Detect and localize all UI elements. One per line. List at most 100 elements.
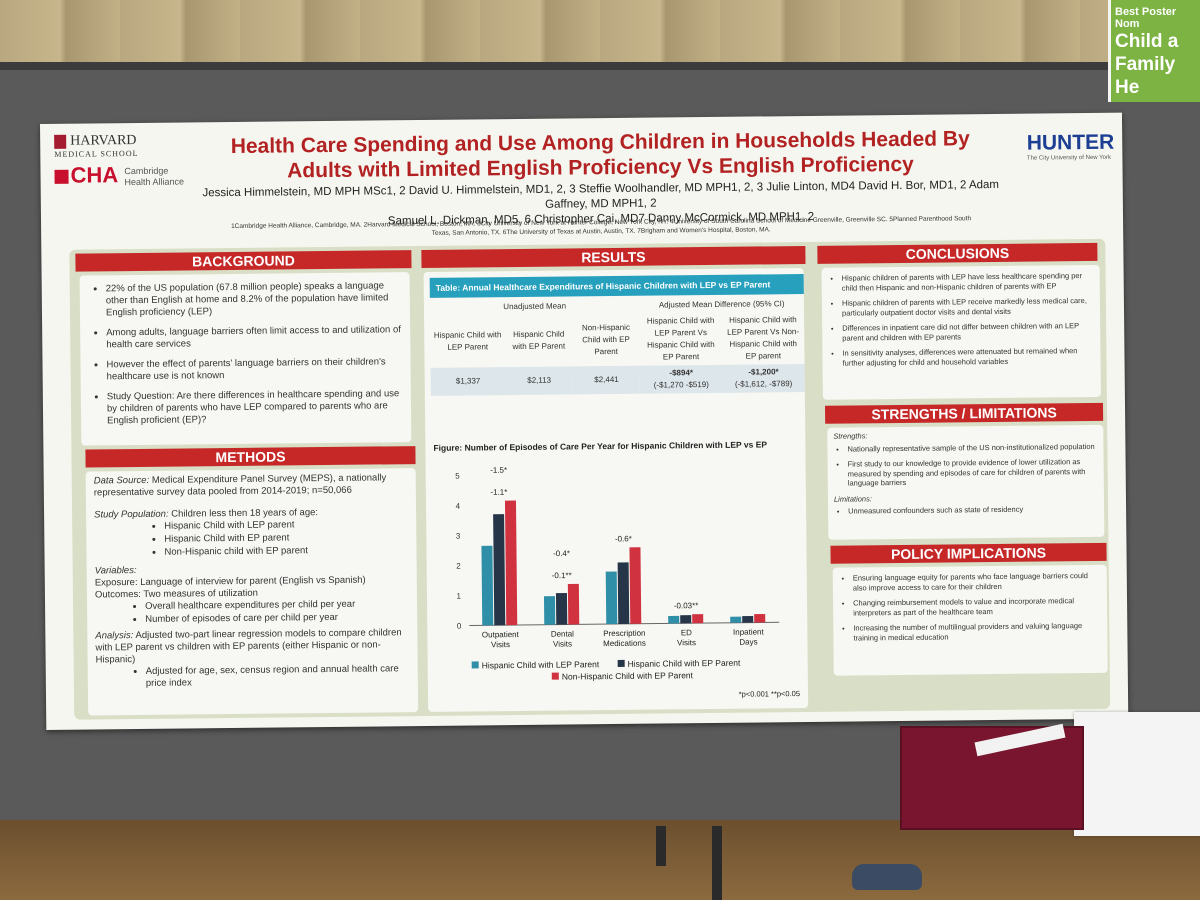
shield-icon [54, 134, 67, 149]
poster-body: BACKGROUND 22% of the US population (67.… [69, 238, 1111, 720]
data-source-label: Data Source: [93, 474, 150, 487]
chart-bar [754, 614, 766, 623]
table-cell: -$894* (-$1,270 -$519) [639, 364, 723, 394]
harvard-logo-text: HARVARD [70, 132, 137, 149]
methods-heading: METHODS [85, 446, 416, 468]
conclusion-item: Differences in inpatient care did not di… [842, 321, 1094, 343]
award-sign-line: Family He [1115, 54, 1176, 98]
population-item: Non-Hispanic child with EP parent [164, 544, 408, 559]
chart-bar [543, 596, 556, 625]
significance-footnote: *p<0.001 **p<0.05 [738, 689, 801, 699]
chart-legend: Hispanic Child with LEP Parent Hispanic … [471, 656, 792, 683]
award-sign: Best Poster Nom Child a Family He [1108, 0, 1200, 102]
harvard-logo: HARVARD MEDICAL SCHOOL [54, 132, 184, 159]
y-tick-label: 3 [456, 532, 461, 541]
legend-label: Non-Hispanic Child with EP Parent [561, 670, 694, 682]
visitor-shoe [852, 864, 922, 890]
background-card: 22% of the US population (67.8 million p… [79, 272, 412, 446]
strength-item: Nationally representative sample of the … [847, 441, 1097, 453]
y-tick-label: 4 [456, 502, 461, 511]
x-tick-label: Visits [491, 640, 510, 649]
board-leg [656, 826, 666, 866]
table-cell: -$1,200* (-$1,612, -$789) [722, 364, 805, 393]
strengths-card: Strengths: Nationally representative sam… [827, 424, 1105, 540]
legend-swatch [617, 659, 625, 667]
background-item: Among adults, language barriers often li… [106, 324, 402, 351]
policy-card: Ensuring language equity for parents who… [832, 564, 1108, 676]
population-item: Hispanic Child with LEP parent [164, 518, 408, 533]
chart-bar [692, 614, 704, 624]
table-column-header: Hispanic Child with LEP Parent Vs Hispan… [646, 315, 715, 362]
cha-sub-line: Health Alliance [124, 176, 185, 187]
methods-card: Data Source: Medical Expenditure Panel S… [85, 468, 419, 716]
significance-label: -1.1* [490, 488, 507, 497]
chart-bar [629, 547, 642, 624]
legend-label: Hispanic Child with LEP Parent [481, 659, 600, 671]
chart-bar [567, 583, 580, 625]
background-item: However the effect of parents' language … [106, 356, 402, 383]
significance-label: -0.03** [674, 601, 699, 610]
table-column-header: Hispanic Child with LEP Parent [433, 330, 502, 352]
hunter-logo: HUNTER The City University of New York [1027, 131, 1115, 162]
strength-item: First study to our knowledge to provide … [848, 457, 1098, 488]
figure-title: Figure: Number of Episodes of Care Per Y… [433, 439, 768, 453]
background-item: Study Question: Are there differences in… [107, 388, 403, 427]
significance-label: -0.4* [553, 549, 570, 558]
x-tick-label: Inpatient [733, 627, 765, 636]
limitation-item: Unmeasured confounders such as state of … [848, 504, 1098, 516]
significance-label: -0.1** [552, 571, 572, 580]
conclusions-heading: CONCLUSIONS [817, 242, 1098, 264]
y-tick-label: 0 [457, 622, 462, 631]
significance-label: -1.5* [490, 466, 507, 475]
chart-bar [680, 615, 692, 624]
research-poster: HARVARD MEDICAL SCHOOL CHA Cambridge Heal… [40, 112, 1129, 730]
results-card: Table: Annual Healthcare Expenditures of… [423, 268, 809, 712]
policy-heading: POLICY IMPLICATIONS [830, 542, 1107, 564]
results-heading: RESULTS [421, 245, 806, 269]
chart-bar [617, 562, 630, 624]
award-sign-line: Child a [1115, 31, 1179, 52]
table-cell: $2,441 [572, 365, 641, 395]
strengths-heading: STRENGTHS / LIMITATIONS [824, 402, 1104, 424]
population-text: Children less then 18 years of age: [171, 507, 319, 520]
episodes-bar-chart: 012345OutpatientVisits-1.1*-1.5*DentalVi… [455, 466, 780, 649]
strengths-label: Strengths: [833, 431, 868, 441]
x-tick-label: ED [681, 628, 692, 637]
cha-logo: CHA Cambridge Health Alliance [54, 161, 184, 188]
legend-swatch [471, 661, 479, 669]
background-heading: BACKGROUND [75, 250, 412, 272]
x-tick-label: Visits [677, 638, 696, 647]
harvard-logo-sub: MEDICAL SCHOOL [54, 148, 139, 159]
conclusion-item: Hispanic children of parents with LEP ha… [842, 271, 1094, 293]
significance-label: -0.6* [615, 534, 632, 543]
hunter-logo-sub: The City University of New York [1026, 154, 1111, 162]
chart-bar [730, 616, 742, 623]
analysis-item: Adjusted for age, sex, census region and… [146, 663, 410, 690]
table-cell-value: -$1,200* [748, 367, 779, 377]
conclusion-item: Hispanic children of parents with LEP re… [842, 296, 1094, 318]
policy-item: Ensuring language equity for parents who… [853, 571, 1101, 593]
conclusion-item: In sensitivity analyses, differences wer… [842, 346, 1094, 368]
results-table: Unadjusted Mean Adjusted Mean Difference… [430, 296, 805, 396]
table-cell-ci: (-$1,612, -$789) [734, 379, 793, 389]
x-tick-label: Medications [603, 639, 646, 648]
chart-bar [493, 514, 506, 626]
background-item: 22% of the US population (67.8 million p… [106, 280, 402, 319]
table-cell-value: -$894* [669, 368, 694, 378]
cha-sub-line: Cambridge [124, 165, 169, 177]
analysis-text: Adjusted two-part linear regression mode… [95, 627, 402, 666]
hunter-logo-text: HUNTER [1026, 130, 1115, 155]
population-label: Study Population: [94, 508, 169, 521]
table-column-header: Hispanic Child with EP Parent [512, 329, 566, 352]
table-column-header: Hispanic Child with LEP Parent Vs Non-Hi… [727, 315, 800, 361]
legend-label: Hispanic Child with EP Parent [627, 657, 741, 669]
conclusions-card: Hispanic children of parents with LEP ha… [821, 264, 1101, 400]
cross-icon [54, 169, 69, 185]
chart-bar [555, 593, 568, 625]
outcome-item: Number of episodes of care per child per… [145, 611, 409, 626]
limitations-label: Limitations: [833, 493, 872, 504]
poster-title: Health Care Spending and Use Among Child… [180, 126, 1020, 185]
institution-logos: HARVARD MEDICAL SCHOOL CHA Cambridge Heal… [54, 132, 185, 188]
population-item: Hispanic Child with EP parent [164, 531, 408, 546]
x-tick-label: Prescription [603, 629, 645, 638]
